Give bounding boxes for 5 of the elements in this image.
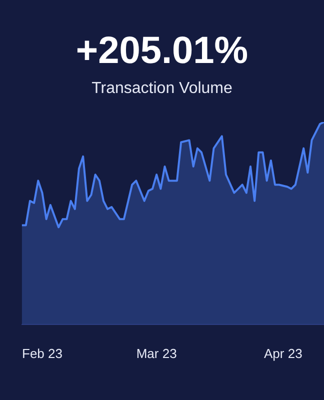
chart-subtitle: Transaction Volume [90,80,234,98]
x-tick-label: Apr 23 [264,346,302,361]
chart-title: +205.01% [74,30,250,73]
x-tick-label: Mar 23 [136,346,177,361]
x-tick-label: Feb 23 [22,346,62,361]
